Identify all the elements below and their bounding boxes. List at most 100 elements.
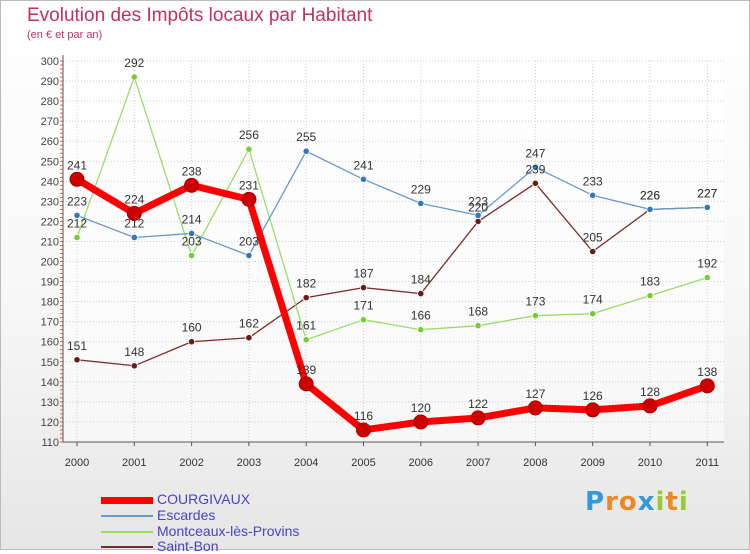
data-point — [130, 233, 138, 242]
data-point — [531, 163, 540, 171]
data-label: 166 — [411, 309, 431, 323]
data-point — [241, 191, 257, 207]
data-label: 116 — [354, 409, 373, 423]
data-label: 212 — [124, 216, 144, 230]
data-point — [531, 312, 540, 320]
data-point — [69, 171, 85, 187]
data-label: 171 — [353, 299, 373, 313]
data-point — [188, 338, 196, 346]
data-label: 256 — [239, 128, 259, 142]
y-tick-label: 230 — [41, 196, 59, 208]
y-tick-label: 210 — [41, 236, 59, 248]
data-label: 161 — [296, 319, 316, 333]
x-tick-label: 2005 — [351, 457, 375, 469]
logo-letter: P — [585, 487, 606, 517]
data-point — [413, 414, 429, 430]
data-label: 220 — [468, 200, 488, 214]
data-label: 214 — [182, 212, 202, 226]
logo-letter: r — [605, 487, 619, 517]
data-label: 187 — [353, 267, 373, 281]
y-tick-label: 270 — [41, 116, 59, 128]
plot-area — [63, 61, 724, 442]
data-point — [359, 175, 368, 183]
y-tick-label: 140 — [41, 377, 59, 389]
data-label: 238 — [182, 164, 202, 178]
y-tick-label: 290 — [41, 76, 59, 88]
y-tick-label: 190 — [41, 277, 59, 289]
data-label: 168 — [468, 305, 488, 319]
data-point — [298, 376, 314, 392]
series-line-escardes — [76, 150, 708, 257]
data-label: 148 — [124, 345, 144, 359]
x-tick-label: 2008 — [523, 457, 547, 469]
data-point — [589, 191, 597, 199]
data-label: 227 — [697, 186, 717, 200]
chart-subtitle: (en € et par an) — [27, 29, 103, 41]
data-label: 203 — [239, 235, 259, 249]
series-line-courgivaux — [75, 176, 709, 434]
x-tick-label: 2010 — [638, 457, 662, 469]
data-label: 122 — [468, 397, 488, 411]
data-point — [130, 362, 138, 370]
data-point — [646, 205, 654, 213]
data-point — [73, 211, 81, 220]
y-tick-label: 220 — [41, 216, 59, 228]
x-tick-label: 2009 — [580, 457, 604, 469]
data-point — [302, 294, 310, 302]
legend-label: COURGIVAUX — [157, 491, 251, 507]
x-tick-label: 2003 — [237, 457, 261, 469]
logo-letter: t — [665, 487, 679, 517]
y-tick-label: 110 — [41, 437, 59, 449]
data-point — [359, 283, 368, 292]
x-tick-label: 2001 — [122, 457, 146, 469]
data-point — [302, 336, 310, 344]
data-point — [417, 199, 425, 207]
y-tick-label: 280 — [41, 96, 59, 108]
data-label: 226 — [640, 188, 660, 202]
y-tick-label: 300 — [41, 56, 59, 68]
legend-label: Escardes — [157, 507, 216, 523]
data-point — [188, 251, 196, 260]
data-point — [126, 205, 142, 221]
data-label: 182 — [296, 277, 316, 291]
x-tick-label: 2000 — [65, 457, 89, 469]
data-label: 192 — [697, 257, 717, 271]
data-label: 173 — [525, 295, 545, 309]
y-tick-label: 120 — [41, 417, 59, 429]
y-tick-label: 160 — [41, 337, 59, 349]
data-point — [302, 147, 310, 155]
data-label: 120 — [411, 401, 431, 415]
y-tick-label: 200 — [41, 257, 59, 269]
data-label: 127 — [525, 387, 545, 401]
data-label: 241 — [353, 158, 373, 172]
logo-letter: i — [655, 487, 666, 517]
x-tick-label: 2004 — [294, 457, 318, 469]
data-point — [470, 410, 486, 426]
data-label: 247 — [525, 146, 545, 160]
x-tick-label: 2007 — [466, 457, 490, 469]
data-point — [527, 400, 543, 416]
data-label: 292 — [124, 56, 144, 70]
data-point — [589, 247, 597, 256]
data-label: 212 — [67, 216, 87, 230]
legend-label: Montceaux-lès-Provins — [157, 523, 300, 539]
data-point — [642, 398, 658, 414]
data-label: 174 — [583, 293, 603, 307]
data-label: 205 — [583, 231, 603, 245]
data-label: 226 — [640, 188, 660, 202]
data-label: 162 — [239, 317, 259, 331]
data-point — [474, 217, 482, 226]
data-point — [73, 233, 81, 242]
logo-letter: x — [637, 487, 656, 517]
data-label: 184 — [411, 273, 431, 287]
data-label: 229 — [411, 182, 431, 196]
data-label: 203 — [182, 235, 202, 249]
data-point — [417, 326, 425, 334]
legend-label: Saint-Bon — [157, 538, 219, 554]
legend-swatch — [101, 546, 153, 548]
legend-swatch — [101, 531, 153, 533]
x-tick-label: 2002 — [179, 457, 203, 469]
data-label: 223 — [468, 194, 488, 208]
data-point — [703, 273, 711, 282]
data-label: 231 — [239, 178, 259, 192]
